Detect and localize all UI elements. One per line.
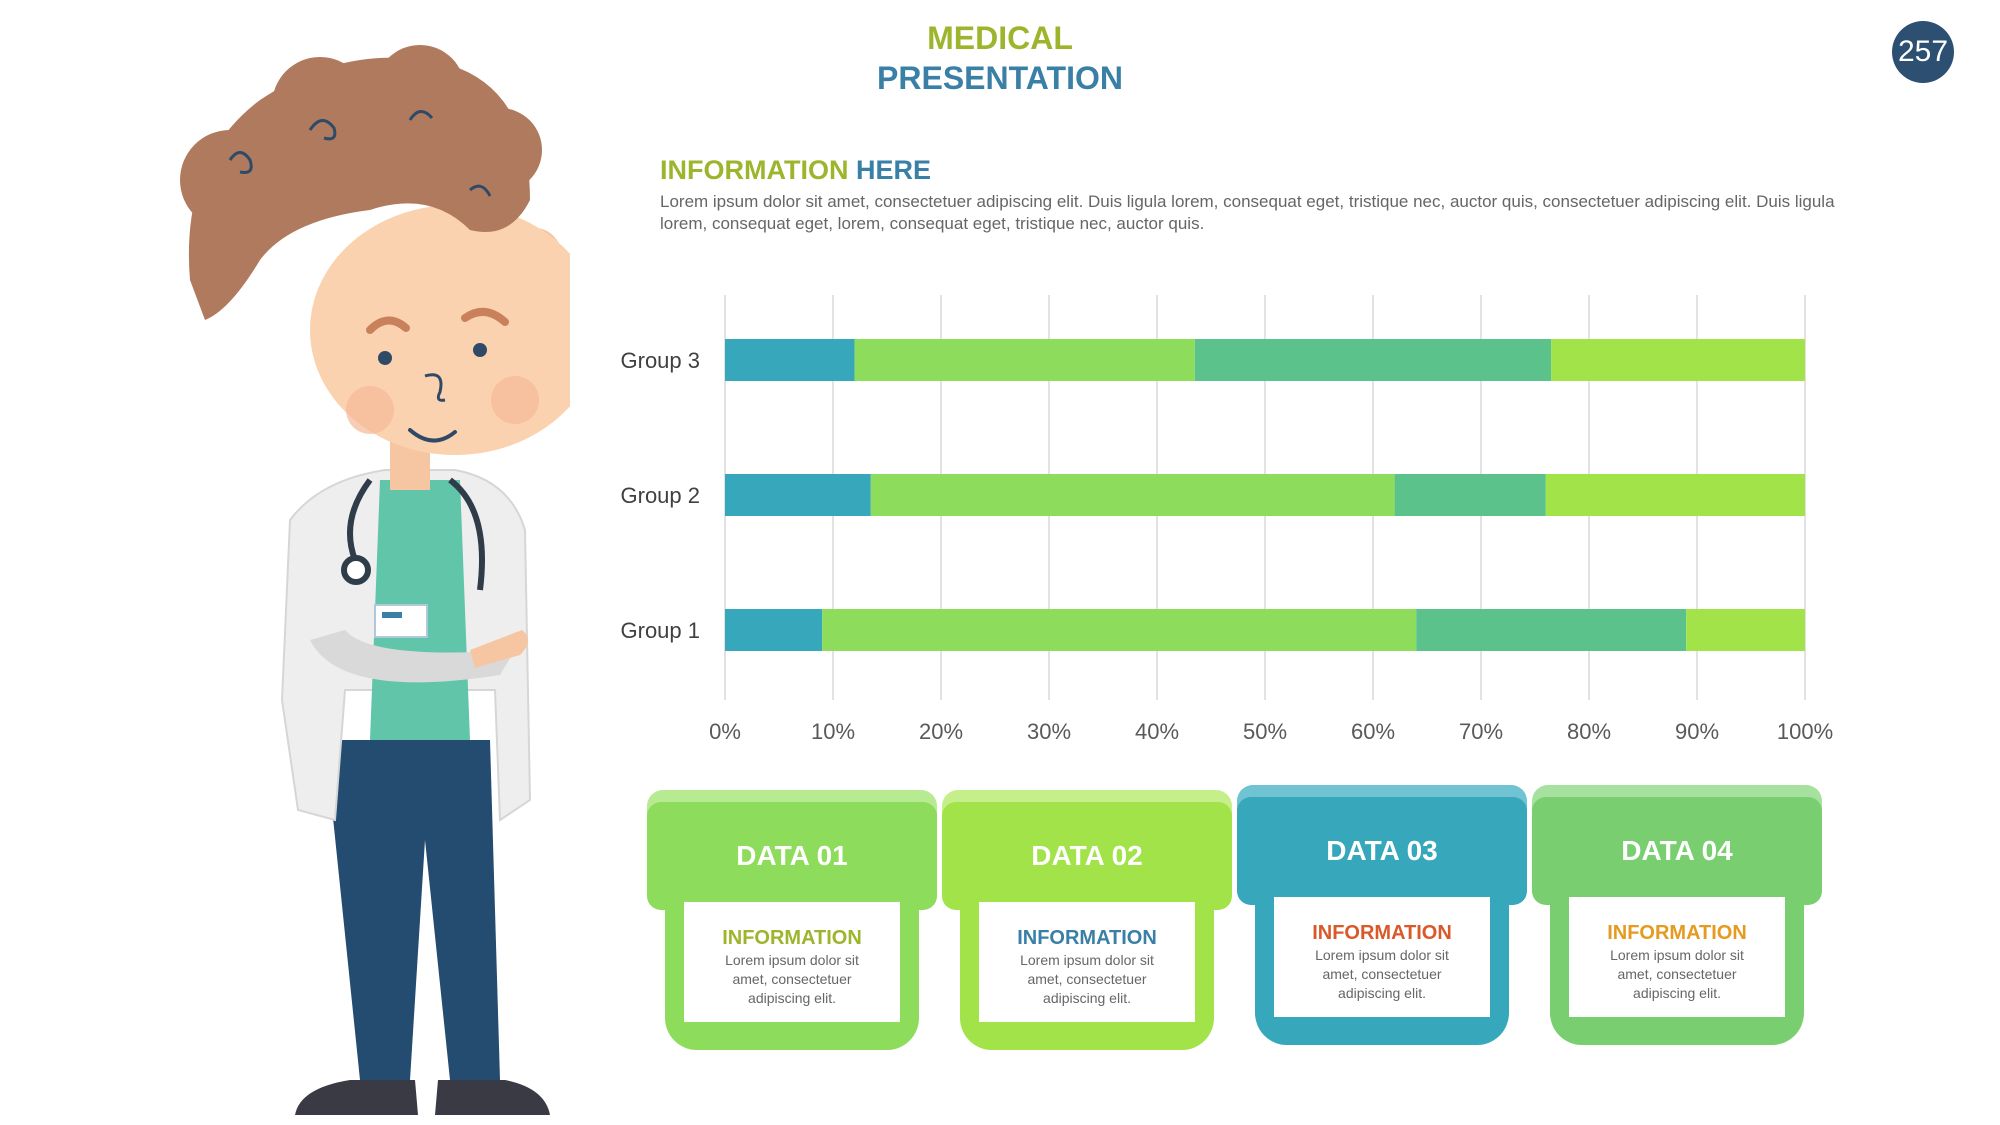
stacked-bar-chart: 0% 10% 20% 30% 40% 50% 60% 70% 80% 90% 100% Group 3… <box>621 295 1833 744</box>
id-badge-icon <box>374 604 428 638</box>
info-heading-word2: HERE <box>856 155 932 185</box>
info-heading-word1: INFORMATION <box>660 155 849 185</box>
bar-segment <box>1394 474 1546 516</box>
y-category-label: Group 3 <box>621 348 701 373</box>
info-heading: INFORMATION HERE <box>660 152 931 188</box>
doctor-shoes <box>295 1080 550 1115</box>
y-category-label: Group 1 <box>621 618 701 643</box>
bar-segment <box>1686 609 1805 651</box>
card-info-text: Lorem ipsum dolor sit amet, consectetuer… <box>725 952 859 1006</box>
page-number-badge: 257 <box>1892 21 1954 83</box>
bar-segment <box>725 339 855 381</box>
card-label: DATA 01 <box>647 802 937 910</box>
doctor-legs <box>325 740 500 1080</box>
doctor-illustration <box>180 45 570 1115</box>
x-tick-label: 0% <box>709 719 741 744</box>
x-tick-label: 70% <box>1459 719 1503 744</box>
doctor-arms <box>310 630 529 683</box>
bar-segment <box>1416 609 1687 651</box>
x-tick-label: 40% <box>1135 719 1179 744</box>
x-tick-label: 30% <box>1027 719 1071 744</box>
info-paragraph: Lorem ipsum dolor sit amet, consectetuer… <box>660 192 1835 233</box>
title-line-medical: MEDICAL <box>927 20 1073 56</box>
bar-segment <box>854 339 1195 381</box>
data-card-02: DATA 02 INFORMATION Lorem ipsum dolor si… <box>942 790 1232 1070</box>
bar-segment <box>1551 339 1805 381</box>
doctor-hair <box>180 45 542 320</box>
x-tick-label: 20% <box>919 719 963 744</box>
card-info-text: Lorem ipsum dolor sit amet, consectetuer… <box>1610 947 1744 1001</box>
card-info-text: Lorem ipsum dolor sit amet, consectetuer… <box>1020 952 1154 1006</box>
data-card-04: DATA 04 INFORMATION Lorem ipsum dolor si… <box>1532 785 1822 1065</box>
bar-segment <box>870 474 1395 516</box>
bar-segment <box>725 609 823 651</box>
card-info-title: INFORMATION <box>1607 922 1747 944</box>
x-tick-label: 60% <box>1351 719 1395 744</box>
card-info-text: Lorem ipsum dolor sit amet, consectetuer… <box>1315 947 1449 1001</box>
bar-segment <box>1194 339 1552 381</box>
bar-segment <box>725 474 871 516</box>
slide-title: MEDICAL PRESENTATION <box>800 18 1200 98</box>
y-category-label: Group 2 <box>621 483 701 508</box>
card-label: DATA 03 <box>1237 797 1527 905</box>
card-body: INFORMATION Lorem ipsum dolor sit amet, … <box>979 902 1195 1022</box>
x-tick-label: 50% <box>1243 719 1287 744</box>
card-label: DATA 04 <box>1532 797 1822 905</box>
x-tick-label: 10% <box>811 719 855 744</box>
card-label: DATA 02 <box>942 802 1232 910</box>
doctor-head <box>310 205 570 455</box>
x-tick-label: 80% <box>1567 719 1611 744</box>
card-info-title: INFORMATION <box>722 927 862 949</box>
data-card-01: DATA 01 INFORMATION Lorem ipsum dolor si… <box>647 790 937 1070</box>
bar-segment <box>822 609 1417 651</box>
card-body: INFORMATION Lorem ipsum dolor sit amet, … <box>1569 897 1785 1017</box>
stethoscope-icon <box>341 477 485 591</box>
card-info-title: INFORMATION <box>1312 922 1452 944</box>
card-body: INFORMATION Lorem ipsum dolor sit amet, … <box>684 902 900 1022</box>
title-line-presentation: PRESENTATION <box>877 60 1123 96</box>
bar-segment <box>1545 474 1805 516</box>
data-card-03: DATA 03 INFORMATION Lorem ipsum dolor si… <box>1237 785 1527 1065</box>
x-tick-label: 100% <box>1777 719 1833 744</box>
x-tick-label: 90% <box>1675 719 1719 744</box>
card-body: INFORMATION Lorem ipsum dolor sit amet, … <box>1274 897 1490 1017</box>
card-info-title: INFORMATION <box>1017 927 1157 949</box>
